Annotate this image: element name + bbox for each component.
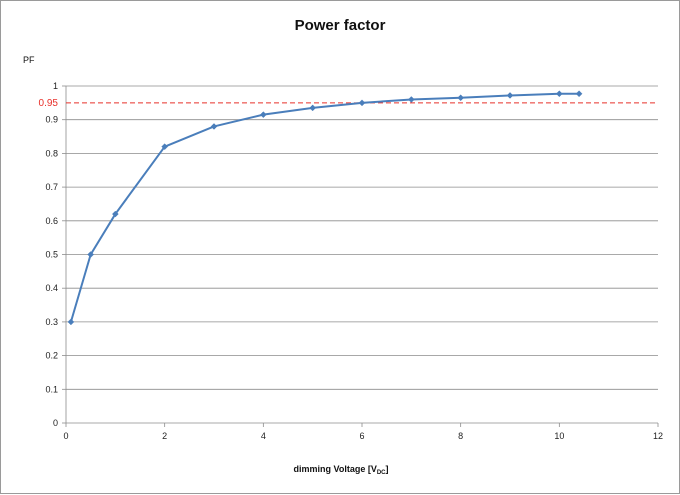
x-tick-label-0: 0 xyxy=(63,431,68,441)
axis-layer: 00.10.20.30.40.50.60.70.80.910 2 4 6 8 10 12 xyxy=(45,81,663,441)
chart-title: Power factor xyxy=(295,17,386,34)
x-tick-label-2: 4 xyxy=(261,431,266,441)
data-point-0-8 xyxy=(407,96,415,103)
x-tick-label-6: 12 xyxy=(653,431,663,441)
reference-line-label: 0.95 xyxy=(39,98,59,109)
data-point-0-3 xyxy=(161,143,169,151)
series-line-0 xyxy=(69,92,580,323)
data-point-0-11 xyxy=(555,90,563,98)
grid-layer xyxy=(66,85,658,390)
x-tick-label-5: 10 xyxy=(554,431,564,441)
data-point-0-7 xyxy=(358,99,366,107)
data-point-0-10 xyxy=(506,92,514,99)
y-tick-label-7: 0.7 xyxy=(45,182,58,192)
data-point-0-9 xyxy=(457,94,465,102)
y-tick-label-0: 0 xyxy=(53,418,58,428)
y-tick-label-2: 0.2 xyxy=(45,351,58,361)
x-axis-label-end: ] xyxy=(386,464,389,474)
y-tick-label-5: 0.5 xyxy=(45,250,58,260)
x-tick-label-4: 8 xyxy=(458,431,463,441)
y-tick-label-10: 1 xyxy=(53,81,58,91)
x-axis-label-main: dimming Voltage [V xyxy=(293,464,376,474)
data-point-0-1 xyxy=(87,251,95,258)
x-axis-label-sub: DC xyxy=(377,470,386,476)
y-tick-label-6: 0.6 xyxy=(45,216,58,226)
data-point-0-4 xyxy=(210,123,218,130)
data-point-0-2 xyxy=(111,210,119,218)
y-tick-label-8: 0.8 xyxy=(45,148,58,158)
series-layer xyxy=(67,90,583,326)
data-point-0-12 xyxy=(575,90,583,98)
y-tick-label-4: 0.4 xyxy=(45,283,58,293)
y-tick-label-3: 0.3 xyxy=(45,317,58,327)
data-point-0-5 xyxy=(259,111,267,118)
data-point-0-6 xyxy=(309,104,317,112)
x-axis-label: dimming Voltage [VDC] xyxy=(293,464,388,476)
x-tick-label-1: 2 xyxy=(162,431,167,441)
y-tick-label-1: 0.1 xyxy=(45,384,58,394)
y-axis-label: PF xyxy=(23,55,35,65)
data-point-0-0 xyxy=(67,318,75,326)
y-tick-label-9: 0.9 xyxy=(45,115,58,125)
x-tick-label-3: 6 xyxy=(359,431,364,441)
